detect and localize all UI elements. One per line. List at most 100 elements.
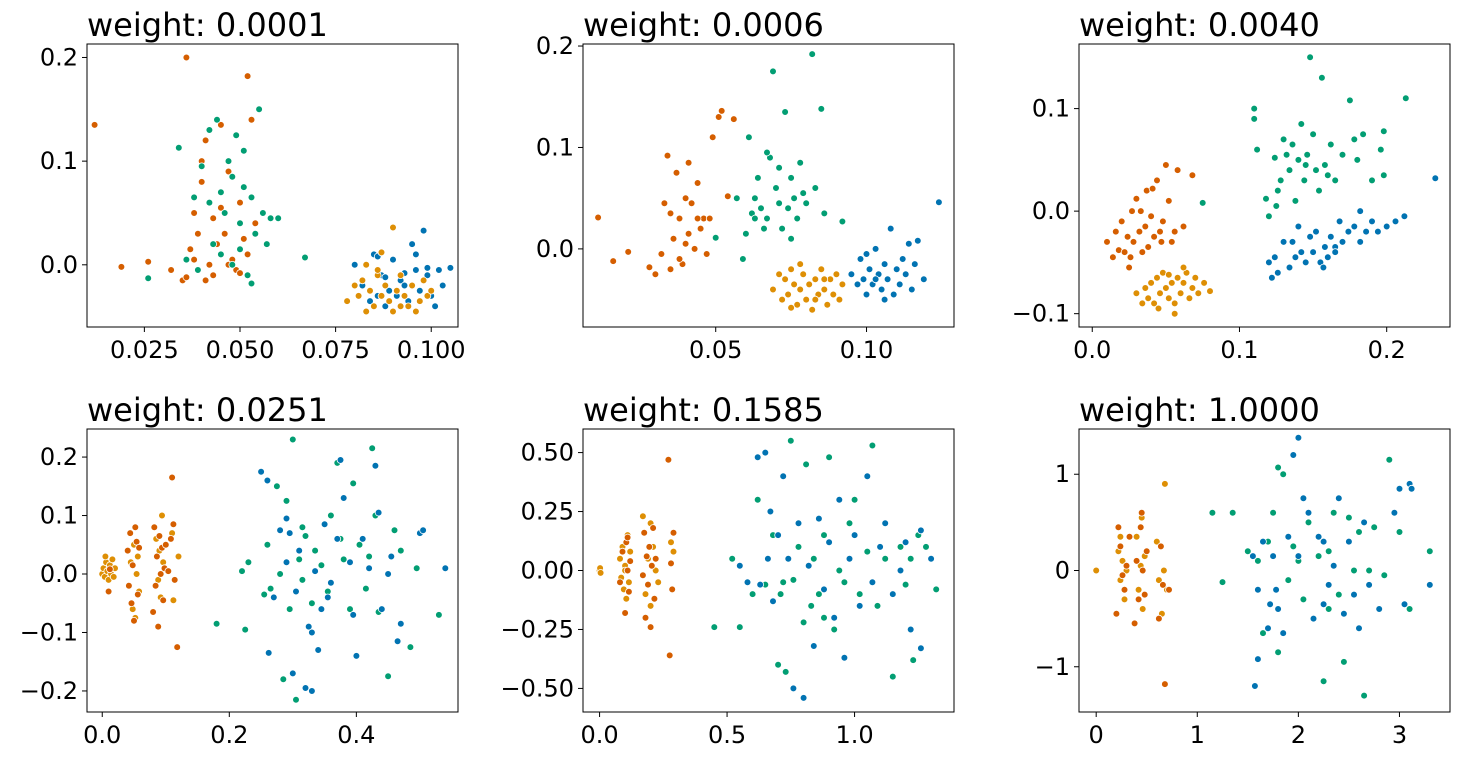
data-point-blue bbox=[1304, 508, 1313, 517]
data-point-vermilion bbox=[681, 240, 690, 248]
y-tick-label: −0.2 bbox=[20, 677, 78, 705]
data-point-orange bbox=[778, 295, 786, 304]
subplot-2: weight: 0.0006 0.05 0.10 0.0 0.1 0.2 bbox=[536, 6, 955, 364]
data-point-vermilion bbox=[623, 533, 632, 542]
y-tick-label: 0.25 bbox=[521, 498, 574, 526]
data-point-vermilion bbox=[135, 543, 143, 552]
data-point-blue bbox=[853, 280, 862, 289]
y-tick-label: 0.00 bbox=[521, 557, 574, 585]
data-point-blue bbox=[1356, 238, 1364, 246]
data-point-blue bbox=[339, 494, 348, 502]
data-point-green bbox=[259, 209, 267, 217]
data-point-orange bbox=[396, 271, 405, 280]
data-point-green bbox=[784, 204, 792, 213]
data-point-orange bbox=[654, 578, 662, 587]
x-tick-label: 0.10 bbox=[840, 336, 893, 364]
data-point-vermilion bbox=[1132, 195, 1141, 203]
x-tick-label: 0.4 bbox=[337, 721, 375, 749]
data-point-vermilion bbox=[123, 546, 132, 555]
y-tick-label: −0.1 bbox=[20, 618, 78, 646]
data-point-green bbox=[1198, 199, 1207, 207]
data-point-blue bbox=[323, 593, 332, 602]
data-point-orange bbox=[823, 300, 832, 309]
data-point-green bbox=[855, 590, 864, 598]
data-point-green bbox=[1300, 176, 1309, 185]
data-point-orange bbox=[1155, 576, 1163, 584]
data-point-blue bbox=[1350, 222, 1359, 231]
data-point-vermilion bbox=[647, 561, 656, 570]
data-point-vermilion bbox=[151, 581, 160, 590]
data-point-vermilion bbox=[705, 214, 714, 223]
data-point-green bbox=[1365, 566, 1373, 575]
subplot-title: weight: 0.0001 bbox=[87, 6, 328, 44]
data-point-vermilion bbox=[702, 250, 711, 258]
data-point-green bbox=[845, 519, 854, 528]
data-point-orange bbox=[108, 555, 117, 564]
data-point-vermilion bbox=[642, 552, 651, 561]
data-point-blue bbox=[1375, 605, 1383, 613]
data-point-blue bbox=[868, 578, 877, 587]
data-point-vermilion bbox=[684, 229, 693, 238]
data-point-green bbox=[266, 214, 275, 223]
data-point-orange bbox=[343, 297, 351, 305]
data-point-blue bbox=[871, 245, 880, 253]
y-tick-label: 0.0 bbox=[1032, 197, 1070, 225]
data-point-blue bbox=[1324, 253, 1332, 262]
data-point-orange bbox=[1120, 595, 1129, 604]
data-point-vermilion bbox=[1114, 523, 1123, 531]
data-point-green bbox=[769, 67, 777, 76]
data-point-blue bbox=[327, 578, 335, 587]
data-point-blue bbox=[1289, 451, 1298, 459]
data-point-green bbox=[220, 209, 229, 217]
data-point-blue bbox=[815, 514, 823, 523]
data-point-green bbox=[1291, 197, 1300, 205]
data-point-blue bbox=[1400, 600, 1409, 608]
data-point-vermilion bbox=[106, 565, 114, 574]
data-point-vermilion bbox=[729, 115, 738, 123]
data-point-orange bbox=[1147, 279, 1155, 287]
data-point-blue bbox=[349, 611, 358, 619]
data-point-vermilion bbox=[623, 566, 632, 575]
data-point-green bbox=[238, 567, 246, 575]
data-point-vermilion bbox=[1155, 614, 1163, 623]
data-point-green bbox=[182, 255, 191, 264]
x-tick-label: 0.1 bbox=[1220, 336, 1258, 364]
data-point-orange bbox=[646, 602, 655, 610]
data-point-green bbox=[262, 240, 271, 248]
data-point-vermilion bbox=[1103, 238, 1111, 246]
data-point-orange bbox=[373, 266, 382, 274]
data-point-vermilion bbox=[665, 651, 674, 660]
data-point-green bbox=[881, 554, 889, 563]
data-point-vermilion bbox=[693, 214, 702, 223]
data-point-green bbox=[776, 590, 785, 598]
data-point-orange bbox=[1153, 537, 1161, 546]
data-point-orange bbox=[625, 578, 633, 587]
data-point-blue bbox=[419, 226, 428, 235]
data-point-blue bbox=[1395, 484, 1404, 493]
data-point-blue bbox=[1345, 537, 1353, 546]
data-point-blue bbox=[336, 456, 345, 464]
data-point-orange bbox=[820, 285, 829, 294]
data-point-orange bbox=[377, 292, 386, 300]
data-point-blue bbox=[1284, 532, 1293, 541]
data-point-orange bbox=[385, 297, 394, 305]
data-point-blue bbox=[1299, 494, 1308, 503]
data-point-green bbox=[213, 115, 221, 124]
data-point-orange bbox=[1188, 284, 1197, 292]
data-point-vermilion bbox=[1122, 561, 1131, 570]
data-point-blue bbox=[1265, 258, 1273, 267]
y-tick-label: 0 bbox=[1055, 557, 1070, 585]
data-point-green bbox=[1338, 150, 1347, 159]
data-point-green bbox=[778, 224, 786, 233]
data-point-green bbox=[276, 570, 284, 578]
data-point-blue bbox=[766, 507, 775, 516]
y-tick-label: 0.0 bbox=[536, 235, 574, 263]
data-point-blue bbox=[886, 224, 895, 233]
y-tick-label: −0.1 bbox=[1012, 300, 1070, 328]
data-point-orange bbox=[362, 260, 371, 269]
data-point-blue bbox=[799, 694, 808, 702]
data-point-orange bbox=[1173, 273, 1182, 282]
data-point-green bbox=[1350, 135, 1359, 144]
data-point-vermilion bbox=[209, 271, 218, 280]
data-point-blue bbox=[269, 593, 278, 602]
